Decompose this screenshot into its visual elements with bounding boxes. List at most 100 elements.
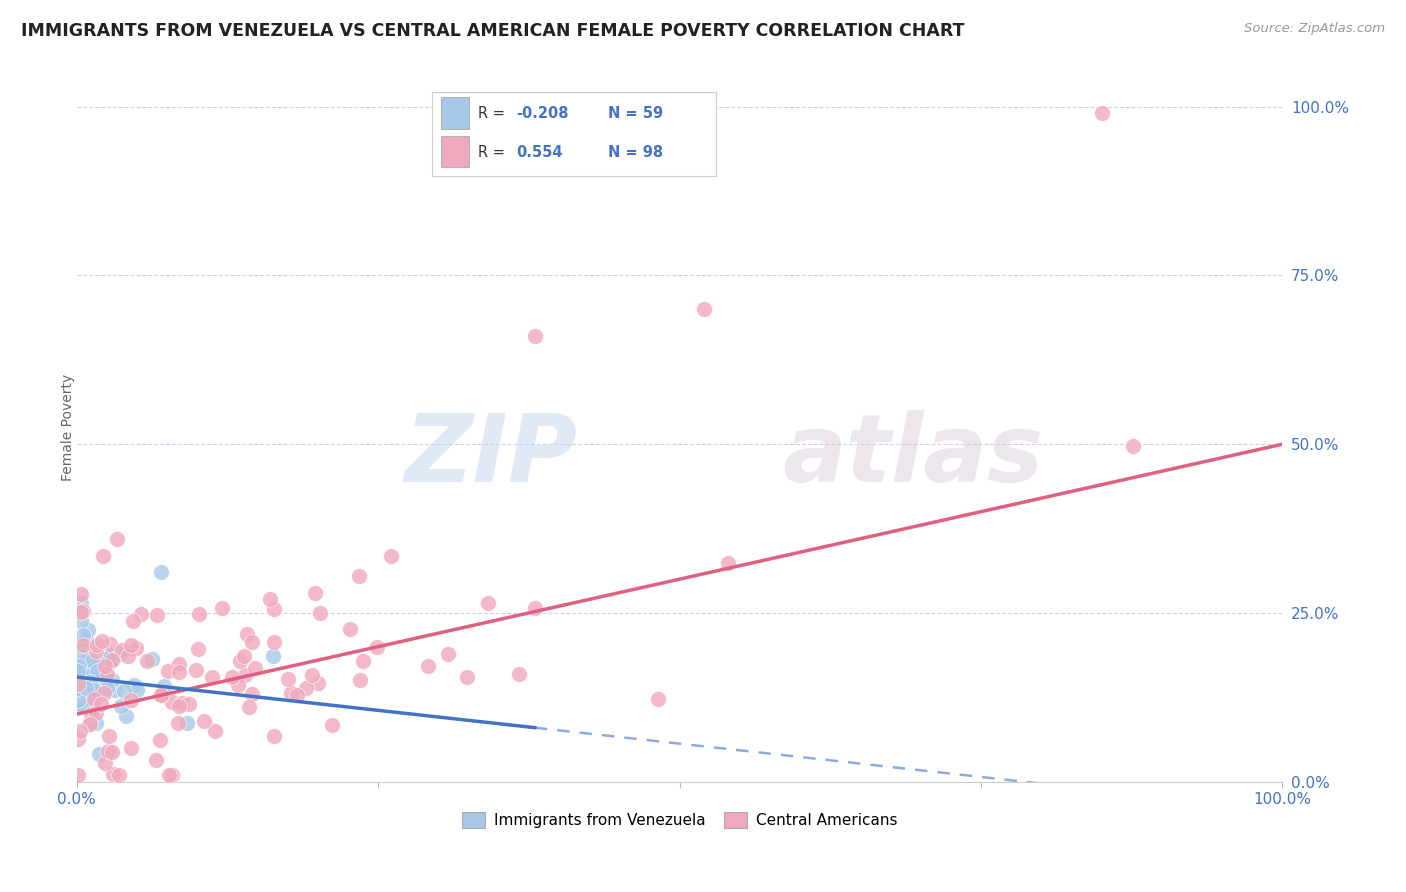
Point	[98, 655, 121, 669]
Text: Source: ZipAtlas.com: Source: ZipAtlas.com	[1244, 22, 1385, 36]
Point	[285, 689, 308, 703]
Point	[167, 699, 190, 714]
Point	[201, 670, 224, 684]
Point	[149, 566, 172, 580]
Point	[97, 651, 120, 665]
Point	[240, 635, 263, 649]
Point	[83, 683, 105, 698]
Point	[416, 658, 439, 673]
Point	[75, 674, 97, 689]
Point	[101, 766, 124, 780]
Point	[79, 659, 101, 673]
Point	[86, 664, 108, 678]
Point	[120, 638, 142, 652]
Point	[67, 676, 90, 690]
Point	[67, 693, 90, 707]
Point	[177, 697, 200, 711]
Point	[170, 696, 193, 710]
Point	[146, 608, 169, 623]
Point	[115, 709, 138, 723]
Point	[80, 667, 103, 681]
Point	[523, 600, 546, 615]
Point	[263, 635, 285, 649]
Point	[117, 648, 139, 663]
Point	[145, 753, 167, 767]
Point	[72, 604, 94, 618]
Point	[83, 681, 105, 696]
Point	[97, 744, 120, 758]
Point	[69, 639, 91, 653]
Point	[75, 681, 97, 696]
Point	[110, 698, 132, 713]
Point	[79, 675, 101, 690]
Point	[84, 691, 107, 706]
Point	[184, 663, 207, 677]
Point	[75, 633, 97, 648]
Point	[125, 640, 148, 655]
Point	[204, 723, 226, 738]
Point	[295, 681, 318, 695]
Point	[94, 756, 117, 770]
Point	[89, 747, 111, 762]
Point	[238, 700, 260, 714]
Point	[86, 639, 108, 653]
Point	[221, 670, 243, 684]
Point	[104, 682, 127, 697]
Point	[437, 647, 460, 661]
Point	[153, 679, 176, 693]
Point	[94, 658, 117, 673]
Point	[69, 614, 91, 628]
Point	[76, 624, 98, 638]
Point	[1121, 438, 1143, 452]
Point	[72, 628, 94, 642]
Point	[120, 693, 142, 707]
Point	[89, 665, 111, 679]
Y-axis label: Female Poverty: Female Poverty	[62, 374, 76, 481]
Point	[127, 682, 149, 697]
Point	[150, 688, 173, 702]
Point	[120, 741, 142, 756]
Point	[149, 688, 172, 702]
Point	[692, 302, 714, 317]
Point	[75, 661, 97, 675]
Point	[70, 596, 93, 610]
Point	[122, 678, 145, 692]
Point	[277, 672, 299, 686]
Point	[112, 684, 135, 698]
Point	[160, 695, 183, 709]
Text: IMMIGRANTS FROM VENEZUELA VS CENTRAL AMERICAN FEMALE POVERTY CORRELATION CHART: IMMIGRANTS FROM VENEZUELA VS CENTRAL AME…	[21, 22, 965, 40]
Point	[339, 623, 361, 637]
Point	[97, 729, 120, 743]
Point	[66, 732, 89, 747]
Point	[67, 659, 90, 673]
Point	[69, 724, 91, 739]
Point	[76, 677, 98, 691]
Point	[69, 674, 91, 689]
Point	[380, 549, 402, 563]
Point	[167, 715, 190, 730]
Point	[76, 690, 98, 705]
Point	[66, 665, 89, 679]
Point	[141, 652, 163, 666]
Point	[167, 665, 190, 680]
Point	[79, 717, 101, 731]
Point	[87, 649, 110, 664]
Point	[84, 715, 107, 730]
Point	[100, 648, 122, 662]
Text: atlas: atlas	[782, 409, 1043, 501]
Point	[69, 587, 91, 601]
Point	[304, 586, 326, 600]
Point	[129, 607, 152, 621]
Point	[321, 718, 343, 732]
Point	[91, 549, 114, 563]
Point	[456, 670, 478, 684]
Point	[232, 648, 254, 663]
Point	[101, 653, 124, 667]
Point	[263, 649, 285, 664]
Point	[79, 684, 101, 698]
Point	[188, 607, 211, 621]
Point	[240, 687, 263, 701]
Point	[263, 729, 285, 743]
Point	[193, 714, 215, 728]
Point	[157, 768, 180, 782]
